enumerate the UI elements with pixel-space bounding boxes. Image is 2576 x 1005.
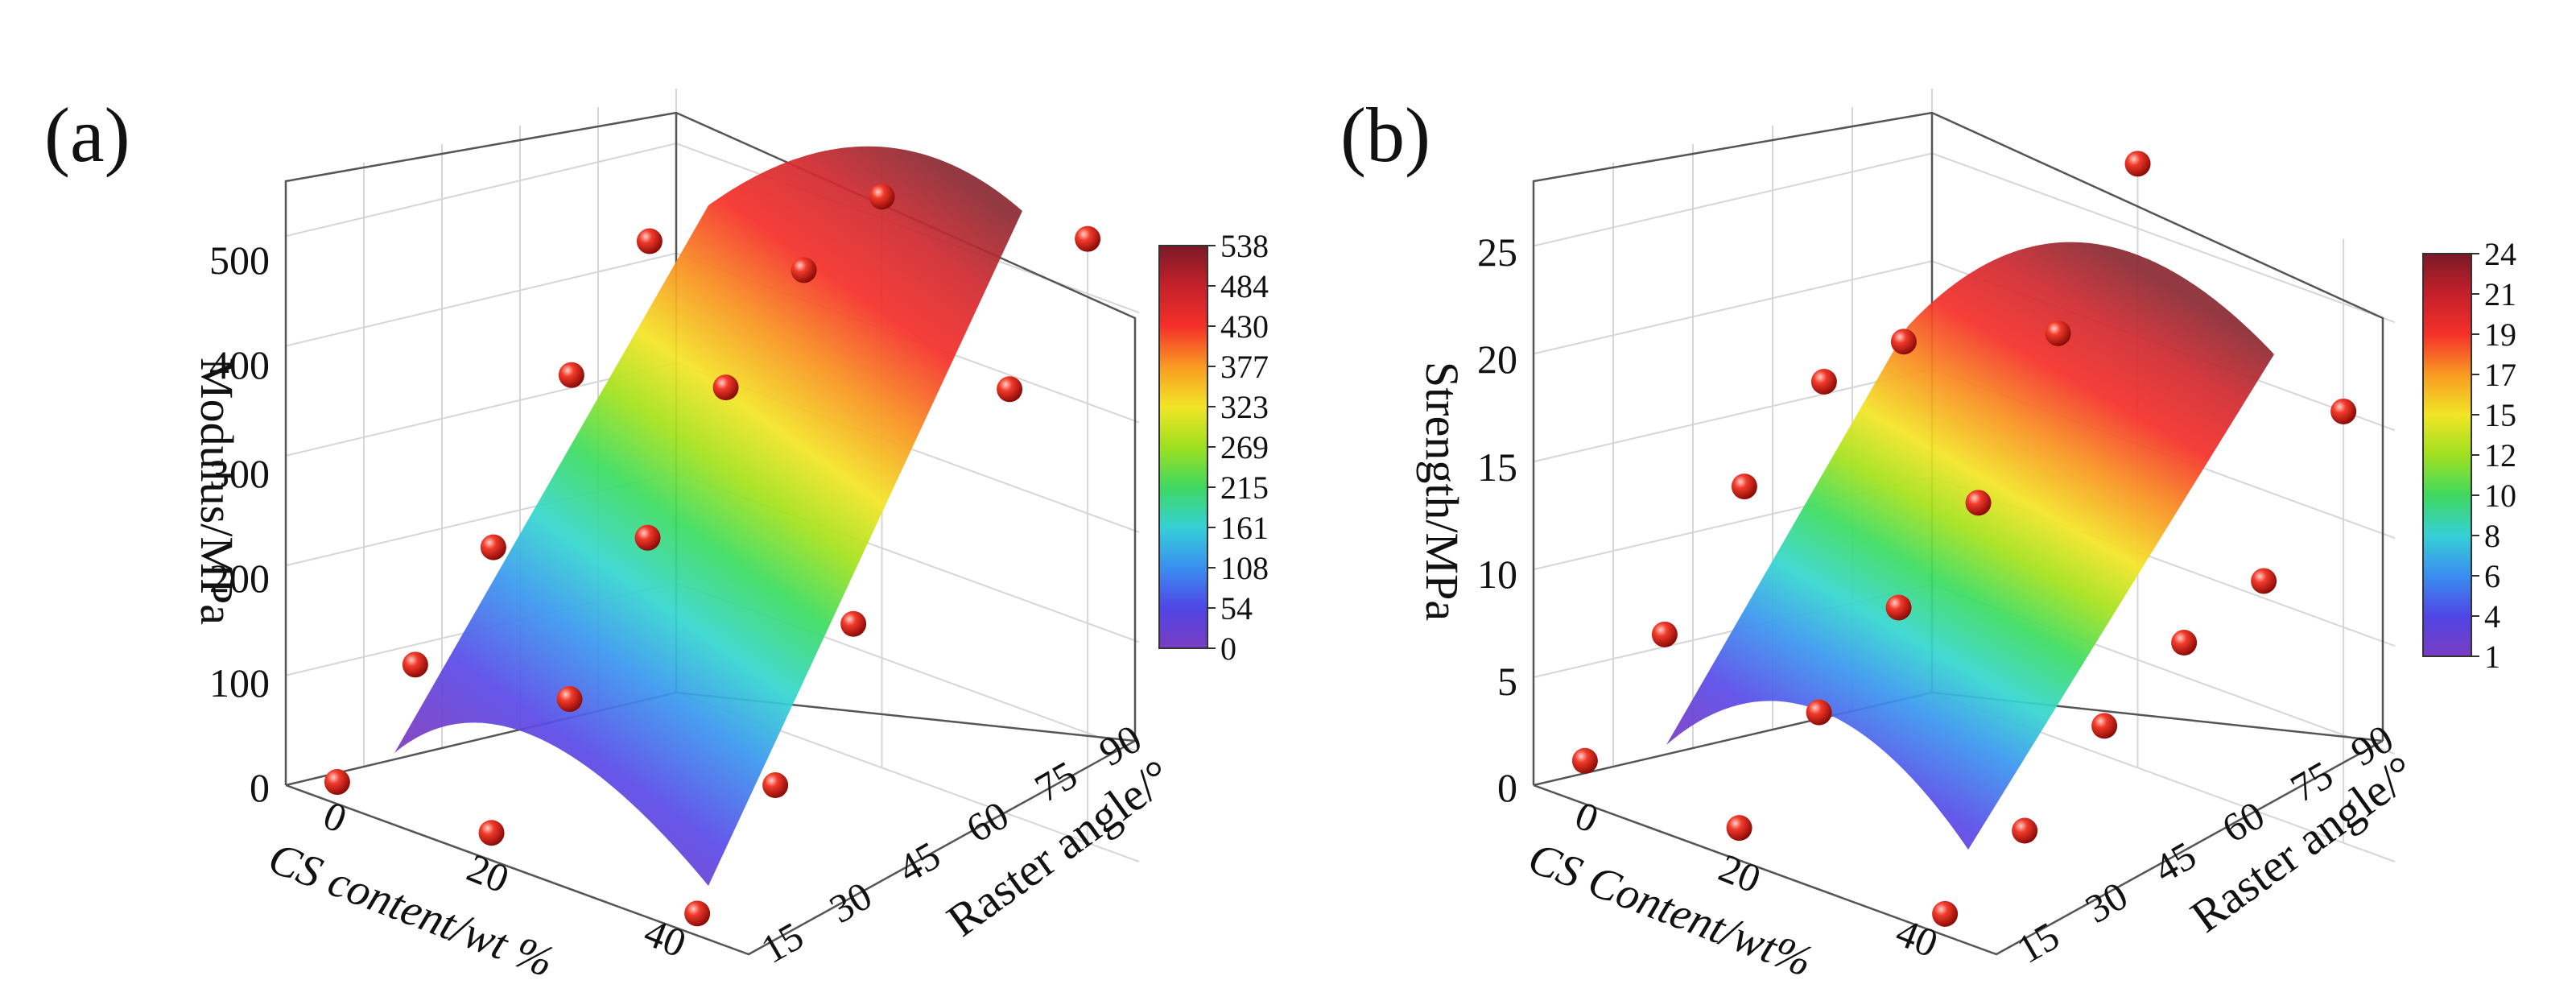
colorbar-tick-label: 377	[1220, 349, 1269, 385]
colorbar-tick-label: 4	[2484, 598, 2500, 635]
data-point	[1885, 594, 1912, 621]
colorbar-tick-label: 12	[2484, 437, 2516, 474]
colorbar-tick-label: 10	[2484, 478, 2516, 514]
colorbar-tick-label: 21	[2484, 276, 2516, 312]
data-point	[2124, 151, 2151, 177]
z-tick-label: 100	[209, 660, 270, 705]
colorbar-tick-label: 215	[1220, 469, 1269, 506]
colorbar-tick-label: 19	[2484, 316, 2516, 353]
colorbar-tick-label: 8	[2484, 518, 2500, 554]
y-tick-label: 75	[1027, 752, 1084, 811]
z-tick-label: 500	[209, 238, 270, 283]
colorbar-tick-label: 108	[1220, 550, 1269, 586]
y-tick-label: 60	[959, 792, 1016, 851]
colorbar-tick-label: 1	[2484, 639, 2500, 675]
data-point	[869, 184, 895, 210]
panel-a-label: (a)	[44, 92, 130, 178]
colorbar-tick-label: 323	[1220, 389, 1269, 425]
colorbar-tick-label: 6	[2484, 558, 2500, 594]
data-point	[1075, 225, 1101, 252]
panel-a-colorbar: 538 484 430 377 323 269 215 161 108 54 0	[1158, 228, 1269, 667]
panel-a-surface	[394, 146, 1022, 887]
z-tick-label: 200	[209, 556, 270, 601]
data-point	[1806, 699, 1832, 726]
data-point	[1932, 900, 1959, 927]
panel-b: (b) 0 5 10 15 20 25 Strength/MPa 0 20 40…	[1340, 89, 2516, 986]
data-point	[684, 900, 711, 927]
data-point	[2330, 398, 2357, 424]
panel-a-data-points	[324, 184, 1101, 927]
z-tick-label: 5	[1497, 659, 1517, 704]
panel-a-x-axis-title: CS content/wt %	[262, 833, 560, 987]
z-tick-label: 25	[1477, 230, 1517, 275]
data-point	[634, 524, 661, 551]
colorbar-tick-label: 0	[1220, 631, 1236, 667]
data-point	[1965, 490, 1992, 516]
data-point	[1731, 474, 1757, 500]
panel-a-z-ticks: 0 100 200 300 400 500	[209, 238, 270, 810]
panel-a-colorbar-ramp	[1158, 245, 1208, 649]
z-tick-label: 400	[209, 342, 270, 387]
data-point	[2012, 817, 2038, 844]
z-tick-label: 0	[1497, 765, 1517, 810]
colorbar-tick-label: 54	[1220, 590, 1253, 627]
data-point	[324, 769, 350, 796]
data-point	[840, 610, 867, 637]
y-tick-label: 15	[753, 913, 811, 972]
panel-b-colorbar-ticks: 24 21 19 17 15 12 10 8 6 4 1	[2471, 236, 2516, 675]
panel-a: (a) 0 100 200 300 400 500 Modulus/MPa 0 …	[44, 89, 1269, 987]
data-point	[556, 686, 583, 713]
colorbar-tick-label: 15	[2484, 397, 2516, 433]
colorbar-tick-label: 269	[1220, 429, 1269, 465]
colorbar-tick-label: 161	[1220, 510, 1269, 546]
data-point	[558, 362, 584, 388]
panel-a-z-axis-title: Modulus/MPa	[191, 358, 243, 625]
panel-b-colorbar: 24 21 19 17 15 12 10 8 6 4 1	[2422, 236, 2516, 675]
colorbar-tick-label: 17	[2484, 357, 2516, 393]
z-tick-label: 15	[1477, 445, 1517, 490]
z-tick-label: 0	[250, 765, 270, 810]
data-point	[636, 228, 663, 254]
z-tick-label: 20	[1477, 337, 1517, 382]
data-point	[480, 534, 506, 560]
y-tick-label: 15	[2009, 913, 2066, 972]
colorbar-tick-label: 538	[1220, 228, 1269, 264]
data-point	[791, 257, 817, 283]
data-point	[1890, 329, 1917, 355]
data-point	[2091, 713, 2118, 739]
panel-b-colorbar-ramp	[2422, 253, 2472, 657]
colorbar-tick-label: 484	[1220, 268, 1269, 304]
y-tick-label: 30	[822, 873, 879, 932]
panel-b-z-ticks: 0 5 10 15 20 25	[1477, 230, 1517, 810]
data-point	[402, 651, 428, 678]
data-point	[2171, 630, 2198, 656]
data-point	[1571, 747, 1598, 774]
data-point	[997, 376, 1023, 403]
panel-b-label: (b)	[1340, 92, 1430, 178]
z-tick-label: 10	[1477, 552, 1517, 597]
panel-b-surface	[1666, 242, 2274, 850]
colorbar-tick-label: 430	[1220, 308, 1269, 345]
data-point	[712, 374, 739, 401]
y-tick-label: 45	[890, 833, 947, 891]
panel-b-x-axis-title: CS Content/wt%	[1521, 833, 1818, 986]
y-tick-label: 45	[2146, 833, 2203, 891]
data-point	[1651, 621, 1678, 647]
panel-a-colorbar-ticks: 538 484 430 377 323 269 215 161 108 54 0	[1208, 228, 1269, 667]
data-point	[762, 772, 789, 799]
z-tick-label: 300	[209, 451, 270, 496]
data-point	[2045, 320, 2071, 346]
data-point	[1810, 368, 1837, 395]
data-point	[1726, 815, 1752, 842]
colorbar-tick-label: 24	[2484, 236, 2516, 272]
panel-b-z-axis-title: Strength/MPa	[1416, 362, 1468, 621]
data-point	[478, 820, 505, 846]
panel-b-data-points	[1571, 151, 2357, 927]
data-point	[2251, 568, 2277, 594]
